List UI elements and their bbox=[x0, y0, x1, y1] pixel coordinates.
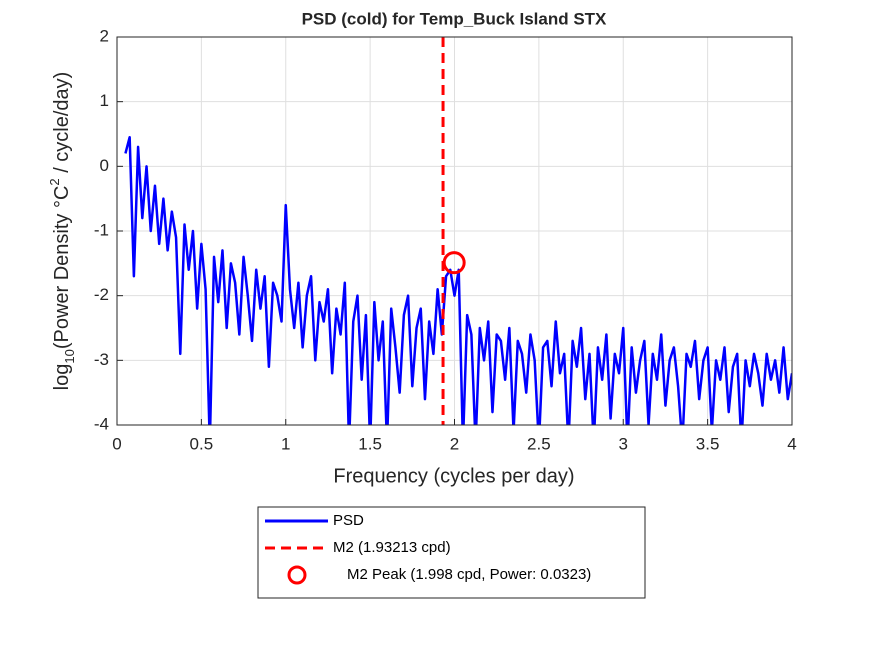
plot-area bbox=[124, 37, 792, 425]
y-tick-label: 0 bbox=[100, 156, 109, 175]
legend-symbol bbox=[287, 565, 307, 585]
x-tick-label: 2.5 bbox=[527, 434, 551, 453]
x-tick-label: 2 bbox=[450, 434, 459, 453]
y-label-part: / cycle/day) bbox=[51, 72, 73, 179]
x-tick-label: 0.5 bbox=[190, 434, 214, 453]
y-label-superscript: 2 bbox=[47, 178, 62, 185]
x-tick-label: 4 bbox=[787, 434, 796, 453]
legend-label: PSD bbox=[333, 512, 364, 529]
y-tick-label: -4 bbox=[94, 414, 109, 433]
x-axis-label: Frequency (cycles per day) bbox=[333, 465, 574, 487]
legend-box bbox=[257, 506, 646, 599]
x-tick-label: 1 bbox=[281, 434, 290, 453]
y-axis-label: log10(Power Density °C2 / cycle/day) bbox=[47, 72, 77, 391]
x-tick-label: 0 bbox=[112, 434, 121, 453]
y-tick-label: -1 bbox=[94, 220, 109, 239]
y-tick-label: -2 bbox=[94, 285, 109, 304]
x-tick-label: 1.5 bbox=[358, 434, 382, 453]
legend-label: M2 Peak (1.998 cpd, Power: 0.0323) bbox=[347, 566, 591, 583]
chart-title: PSD (cold) for Temp_Buck Island STX bbox=[302, 9, 607, 28]
y-tick-label: -3 bbox=[94, 350, 109, 369]
peak-marker bbox=[442, 251, 466, 275]
y-label-part: log bbox=[51, 364, 73, 391]
psd-line bbox=[124, 135, 792, 425]
y-label-part: (Power Density °C bbox=[51, 186, 73, 350]
y-label-subscript: 10 bbox=[62, 349, 77, 363]
x-tick-label: 3.5 bbox=[696, 434, 720, 453]
y-tick-label: 2 bbox=[100, 26, 109, 45]
legend-label: M2 (1.93213 cpd) bbox=[333, 539, 451, 556]
x-tick-label: 3 bbox=[619, 434, 628, 453]
axes-box bbox=[116, 36, 793, 426]
y-tick-label: 1 bbox=[100, 91, 109, 110]
